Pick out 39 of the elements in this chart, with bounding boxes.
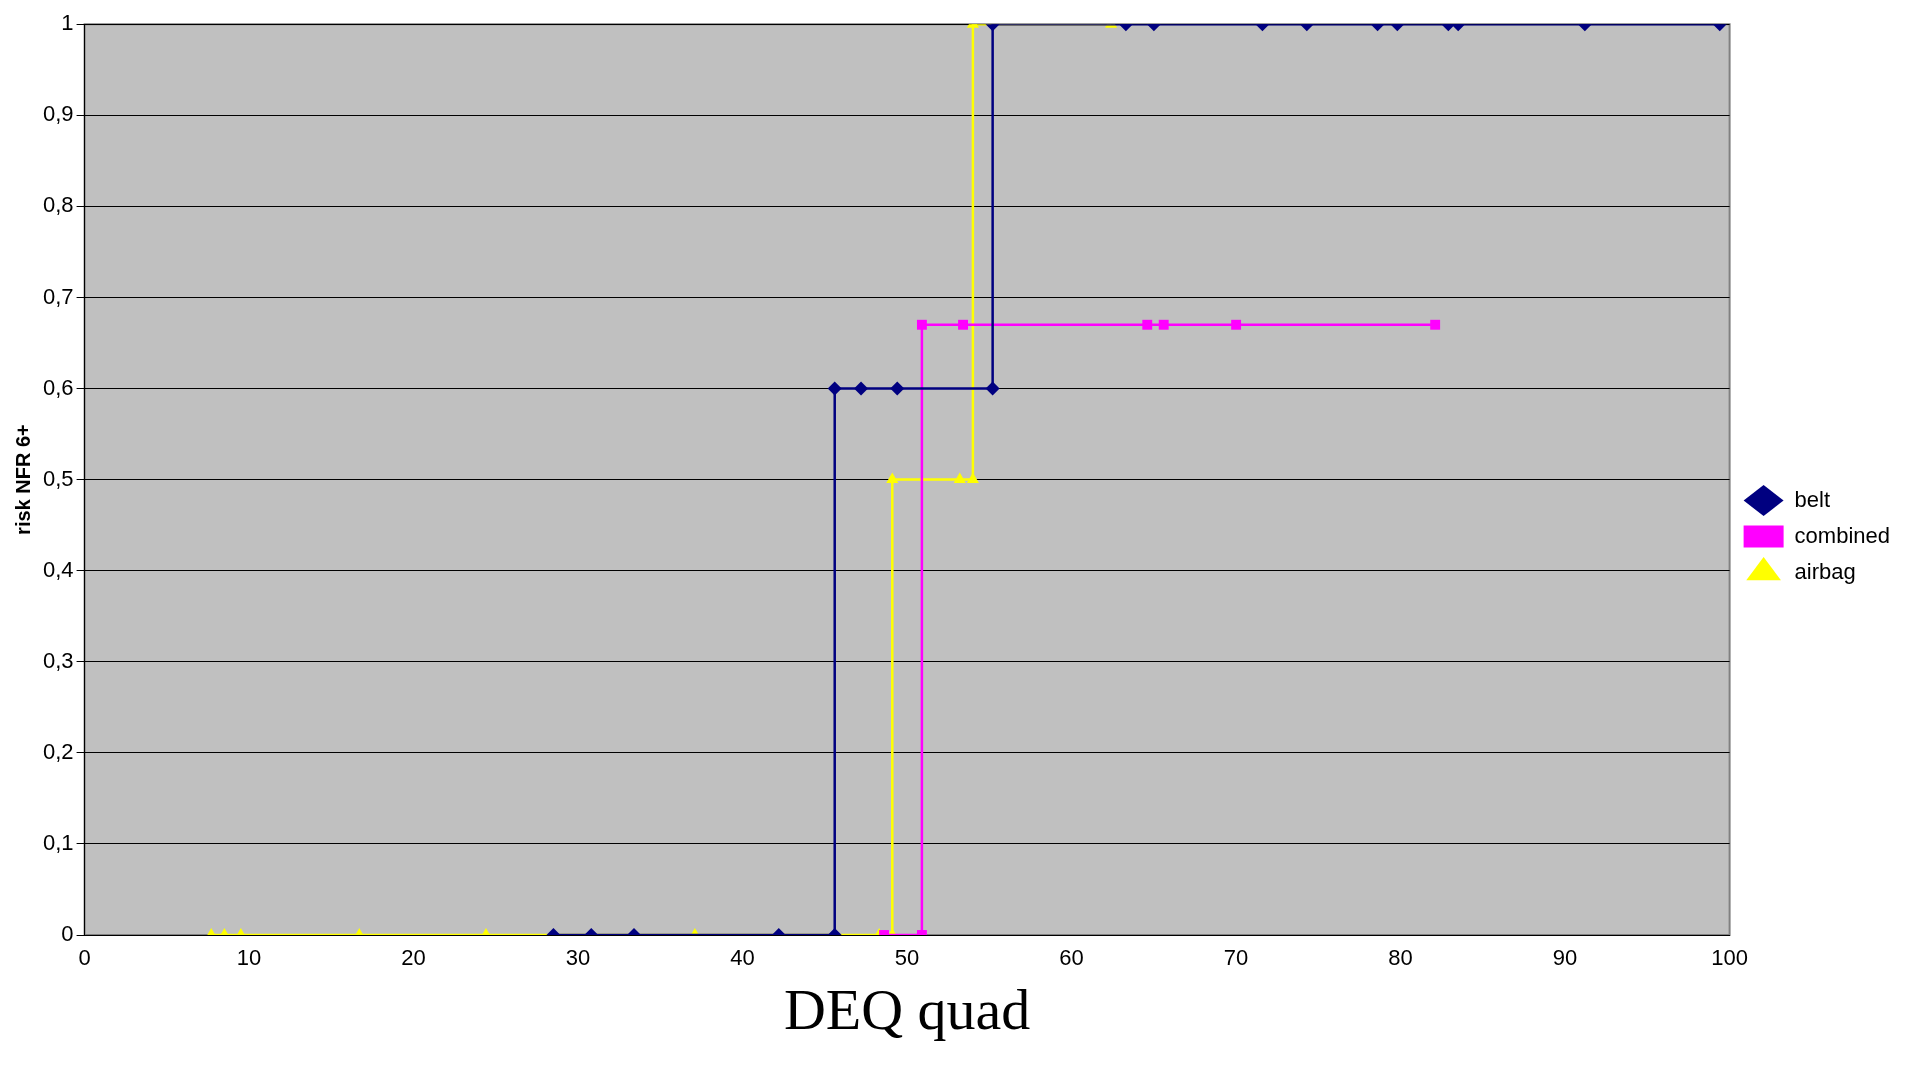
- point: [1158, 319, 1169, 330]
- y-tick-label: 0,2: [42, 738, 74, 764]
- point: [854, 381, 869, 396]
- point: [958, 319, 968, 330]
- x-tick-label: 100: [1711, 945, 1748, 971]
- point: [916, 319, 927, 330]
- y-tick-label: 0,4: [42, 556, 74, 582]
- x-tick-label: 90: [1552, 945, 1578, 971]
- point: [886, 472, 899, 484]
- x-tick-label: 50: [894, 945, 920, 971]
- legend-label: airbag: [1794, 558, 1856, 584]
- y-tick-label: 0,8: [42, 192, 74, 218]
- y-tick-label: 0,9: [42, 101, 74, 127]
- y-tick-label: 0,3: [42, 647, 74, 673]
- y-tick-label: 1: [61, 10, 74, 36]
- x-tick-label: 20: [401, 945, 426, 971]
- x-tick-label: 40: [730, 945, 755, 971]
- point: [1142, 319, 1153, 330]
- y-tick-label: 0,1: [42, 829, 74, 855]
- y-tick-label: 0,5: [42, 465, 74, 491]
- x-tick-label: 60: [1059, 945, 1084, 971]
- point: [890, 381, 905, 396]
- x-tick-label: 0: [78, 945, 91, 971]
- x-tick-label: 10: [236, 945, 262, 971]
- legend-label: combined: [1794, 522, 1890, 548]
- x-tick-label: 80: [1388, 945, 1413, 971]
- point: [1231, 319, 1242, 330]
- y-tick-label: 0,6: [42, 374, 74, 400]
- y-tick-label: 0,7: [42, 283, 74, 309]
- y-axis-title: risk NFR 6+: [11, 424, 34, 535]
- x-tick-label: 30: [565, 945, 591, 971]
- legend-label: belt: [1794, 486, 1831, 512]
- point: [953, 472, 966, 484]
- point: [985, 381, 1000, 396]
- x-axis-title: DEQ quad: [783, 977, 1031, 1043]
- y-tick-label: 0: [61, 921, 74, 947]
- point: [1430, 319, 1441, 330]
- point: [827, 381, 842, 396]
- x-tick-label: 70: [1223, 945, 1249, 971]
